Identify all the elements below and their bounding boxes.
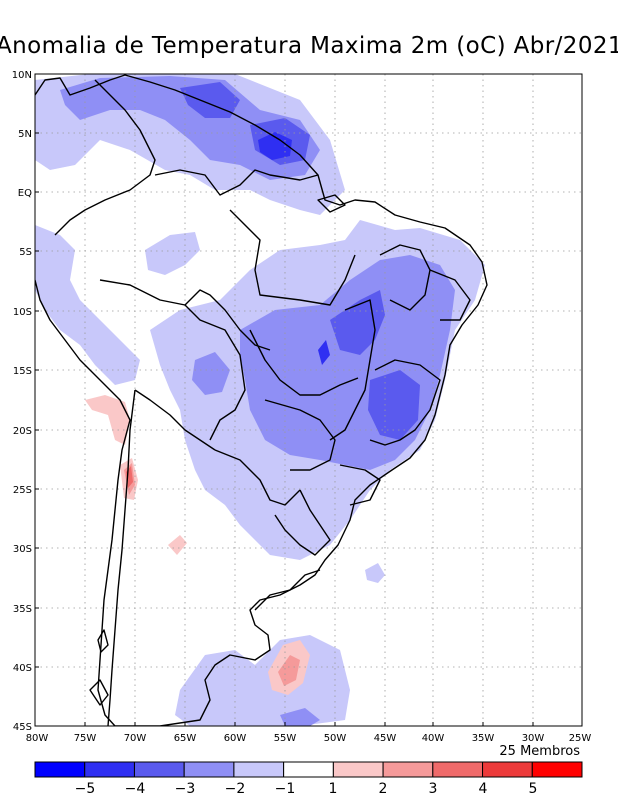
- lon-label: 80W: [26, 733, 49, 744]
- rio-de-la-plata: [254, 569, 321, 611]
- island-tierra-del-fuego: [89, 679, 109, 706]
- lat-label: EQ: [18, 188, 32, 199]
- axis-ticks: [34, 73, 583, 727]
- border-brazil-states-6: [429, 269, 471, 321]
- lat-label: 15S: [13, 366, 32, 377]
- lat-label: 45S: [13, 722, 32, 733]
- lat-label: 10S: [13, 307, 32, 318]
- border-brazil-states-7: [369, 359, 441, 446]
- colorbar-cell: [283, 761, 334, 778]
- border-paraguay-argentina: [214, 449, 301, 506]
- colorbar-cells: [34, 761, 583, 778]
- colorbar-cell: [382, 761, 434, 778]
- anomaly-region-m2-patagonia: [280, 708, 320, 726]
- colorbar-label: −2: [225, 781, 246, 797]
- border-bolivia-argentina: [134, 389, 216, 451]
- colorbar-label: 3: [429, 781, 438, 797]
- lat-label: 30S: [13, 544, 32, 555]
- anomaly-region-m3-central: [330, 290, 420, 440]
- map-title: Anomalia de Temperatura Maxima 2m (oC) A…: [0, 33, 618, 59]
- border-peru-brazil: [99, 279, 271, 351]
- border-brazil-bolivia: [184, 304, 246, 441]
- anomaly-region-m2-bolivia: [192, 352, 230, 395]
- anomaly-region-m4-central: [318, 340, 330, 365]
- colorbar-label: 4: [479, 781, 488, 797]
- island-marajo: [317, 194, 346, 213]
- colorbar-cell: [531, 761, 583, 778]
- colorbar-labels: −5 −4 −3 −2 −1 1 2 3 4 5: [75, 781, 538, 797]
- colorbar-cell: [432, 761, 484, 778]
- colorbar-label: −4: [125, 781, 146, 797]
- anomaly-region-m1-andes: [35, 225, 140, 385]
- latitude-labels: 10N 5N EQ 5S 10S 15S 20S 25S 30S 35S 40S…: [12, 70, 32, 733]
- anomaly-region-m1-west: [145, 232, 200, 275]
- border-venezuela-brazil: [154, 169, 319, 196]
- anomaly-region-m4-guiana: [258, 132, 292, 160]
- anomaly-region-m1-south-atl: [365, 563, 385, 583]
- anomaly-region-m2-north: [60, 76, 320, 180]
- colorbar-cell: [482, 761, 533, 778]
- anomaly-field: [35, 74, 485, 726]
- colorbar-label: 5: [529, 781, 538, 797]
- lon-label: 75W: [74, 733, 97, 744]
- border-brazil-states-8: [339, 464, 381, 506]
- colorbar-cell: [34, 761, 86, 778]
- lon-label: 70W: [124, 733, 147, 744]
- colorbar: −5 −4 −3 −2 −1 1 2 3 4 5: [34, 761, 583, 797]
- colorbar-label: −1: [275, 781, 296, 797]
- plot-frame: [34, 73, 583, 727]
- colorbar-cell: [233, 761, 285, 778]
- anomaly-region-p1-argentina: [168, 535, 187, 555]
- lon-label: 35W: [472, 733, 495, 744]
- lon-label: 55W: [274, 733, 297, 744]
- members-label: 25 Membros: [499, 744, 580, 759]
- continent-outline: [35, 74, 488, 726]
- longitude-labels: 80W 75W 70W 65W 60W 55W 50W 45W 40W 35W …: [26, 733, 592, 744]
- lat-label: 20S: [13, 426, 32, 437]
- border-colombia-venezuela: [54, 79, 156, 236]
- colorbar-cell: [183, 761, 235, 778]
- border-brazil-states-4: [264, 399, 336, 471]
- lon-label: 30W: [522, 733, 545, 744]
- colorbar-cell: [84, 761, 135, 778]
- lat-label: 25S: [13, 485, 32, 496]
- lon-label: 25W: [569, 733, 592, 744]
- border-brazil-states-2: [329, 299, 376, 441]
- colorbar-cell: [332, 761, 384, 778]
- lat-label: 5N: [18, 129, 32, 140]
- border-chile-argentina: [107, 389, 136, 726]
- colorbar-label: 1: [329, 781, 338, 797]
- anomaly-region-p1-pacific: [85, 395, 130, 445]
- lat-label: 10N: [12, 70, 32, 81]
- lon-label: 45W: [374, 733, 397, 744]
- coastlines-and-borders: [35, 74, 488, 726]
- lat-label: 5S: [19, 247, 32, 258]
- lon-label: 50W: [324, 733, 347, 744]
- colorbar-label: −5: [75, 781, 96, 797]
- island-chiloe: [97, 629, 109, 653]
- lon-label: 65W: [174, 733, 197, 744]
- lat-label: 40S: [13, 663, 32, 674]
- colorbar-label: 2: [379, 781, 388, 797]
- colorbar-cell: [133, 761, 185, 778]
- border-brazil-uruguay: [274, 489, 331, 556]
- lon-label: 60W: [224, 733, 247, 744]
- anomaly-region-m1-patagonia: [175, 635, 350, 726]
- anomaly-region-p2-atlantic: [278, 655, 300, 686]
- border-brazil-states-3: [249, 329, 359, 396]
- lat-label: 35S: [13, 604, 32, 615]
- border-brazil-states-1: [229, 209, 356, 306]
- lon-label: 40W: [422, 733, 445, 744]
- colorbar-label: −3: [175, 781, 196, 797]
